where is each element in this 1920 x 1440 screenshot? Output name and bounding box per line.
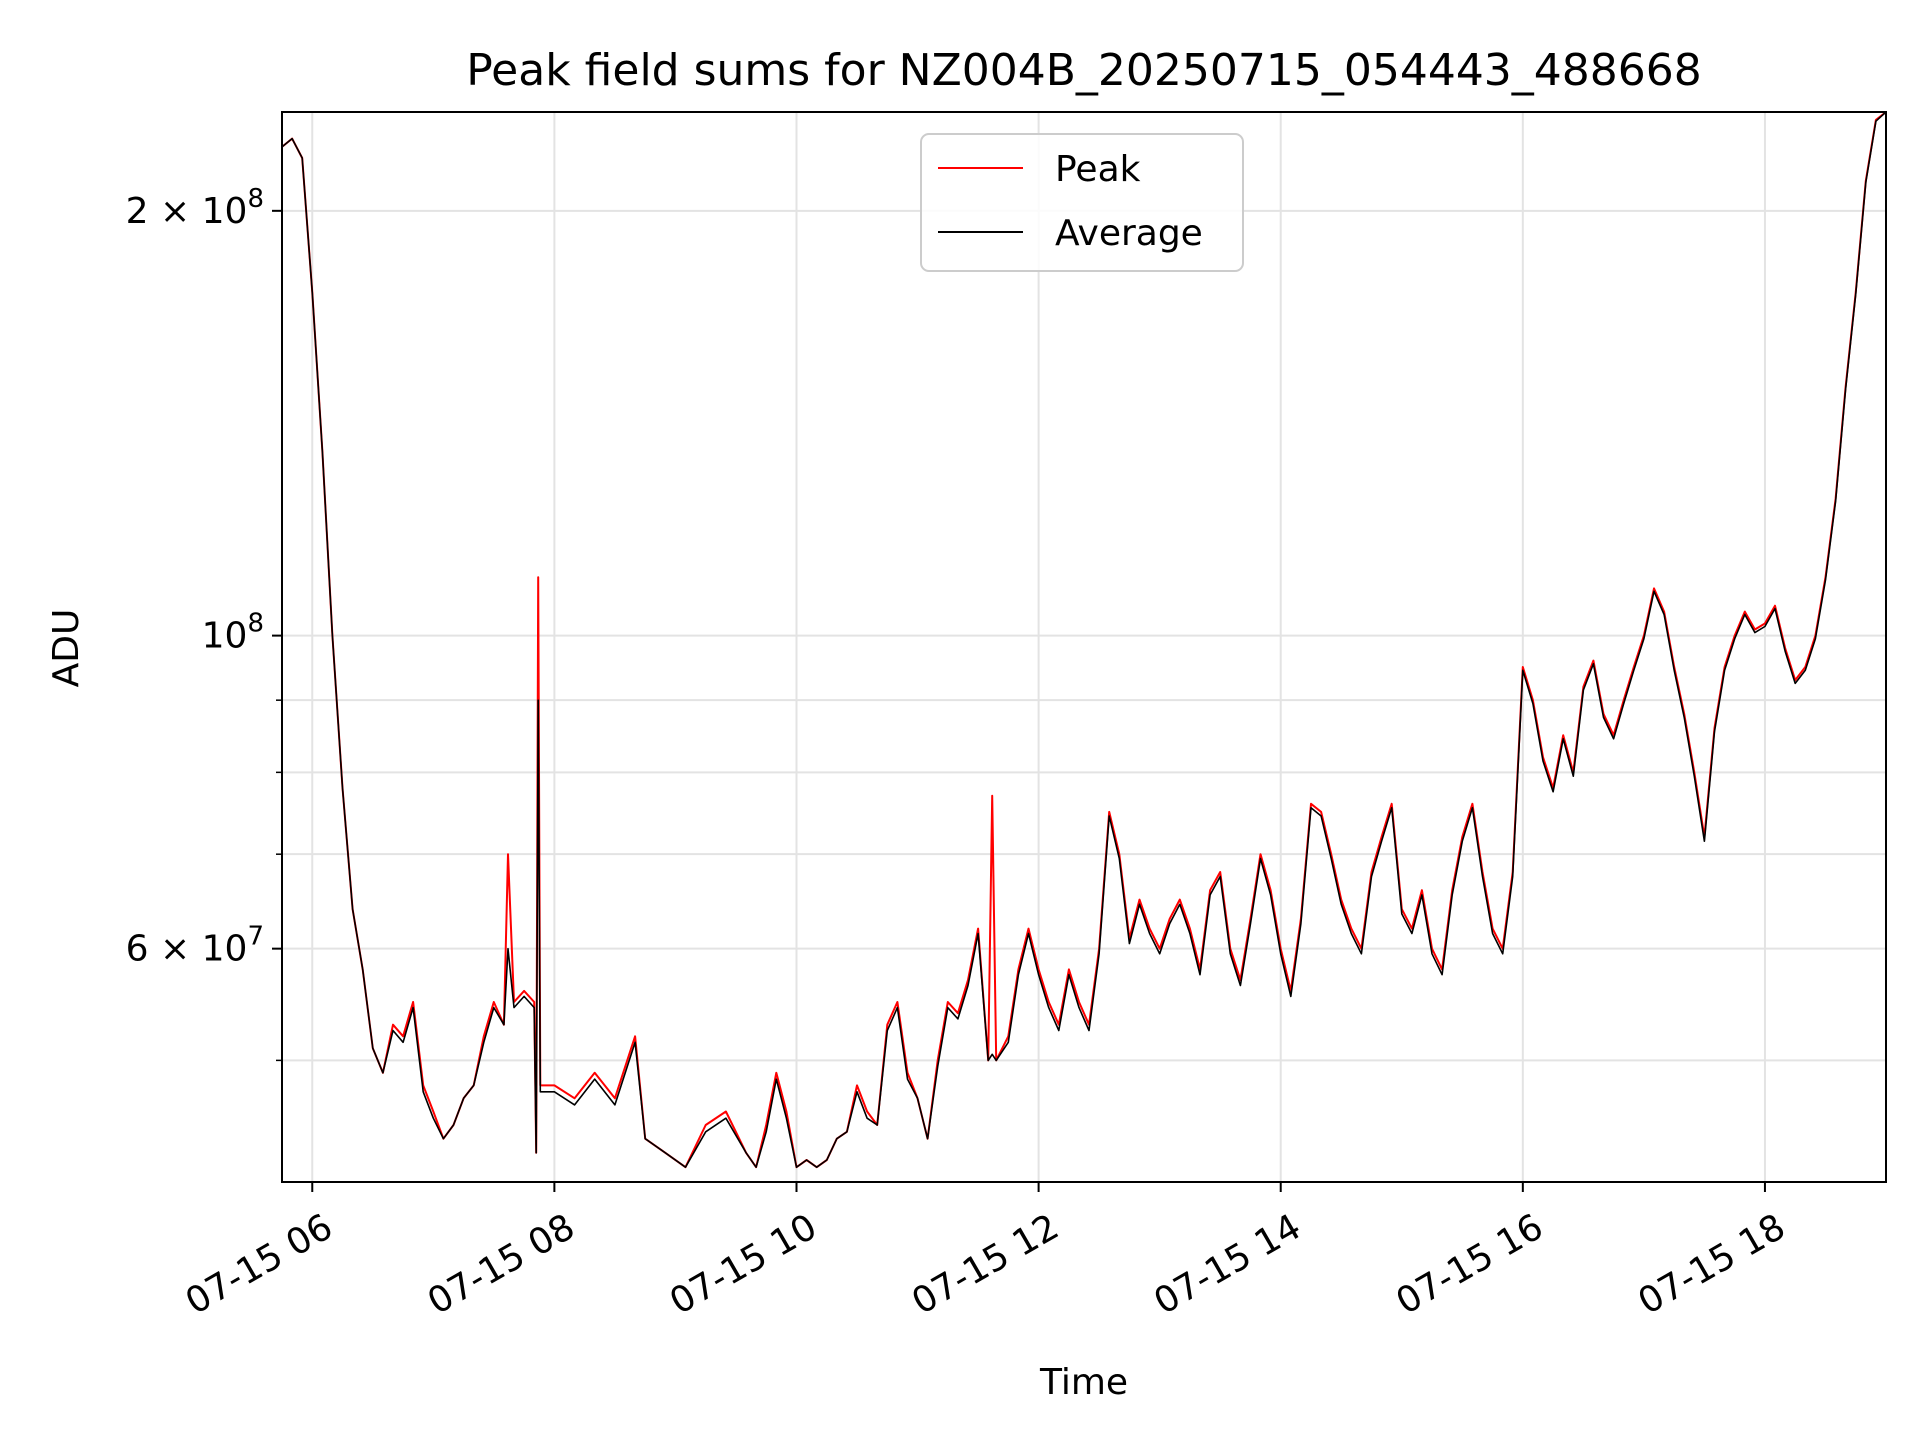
series-line-average	[281, 111, 1887, 1168]
legend-label-peak: Peak	[1055, 149, 1141, 190]
x-axis-label: Time	[1039, 1362, 1128, 1403]
plot-frame	[281, 111, 1887, 1183]
y-tick-base: 10	[202, 616, 248, 657]
y-tick-mantissa: 6 ×	[126, 929, 202, 970]
series-layer	[281, 111, 1887, 1169]
y-tick-exponent: 8	[247, 609, 264, 639]
series-line-peak	[281, 111, 1887, 1169]
y-tick-label: 2 × 108	[126, 184, 264, 232]
y-tick-exponent: 7	[247, 922, 264, 952]
legend: Peak Average	[920, 133, 1244, 272]
legend-label-average: Average	[1055, 213, 1203, 254]
y-axis-label: ADU	[46, 609, 87, 688]
y-tick-base: 10	[202, 191, 248, 232]
y-tick-label: 108	[202, 609, 264, 657]
y-tick-base: 10	[202, 929, 248, 970]
y-tick-label: 6 × 107	[126, 922, 264, 970]
y-tick-exponent: 8	[247, 184, 264, 214]
chart-title: Peak field sums for NZ004B_20250715_0544…	[466, 45, 1702, 96]
y-tick-mantissa: 2 ×	[126, 191, 202, 232]
